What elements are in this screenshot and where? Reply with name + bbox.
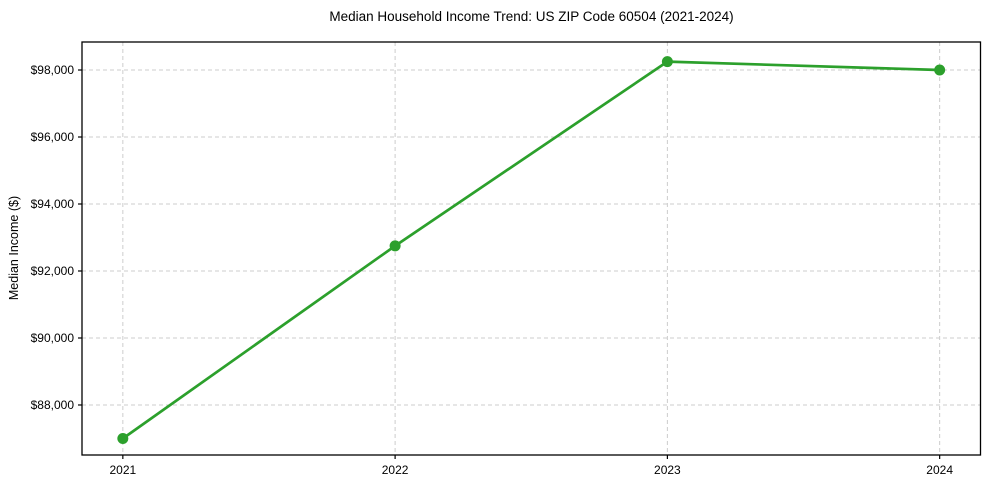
- data-point: [117, 432, 129, 444]
- plot-area-border: [81, 41, 982, 456]
- x-tick-label: 2022: [382, 463, 409, 477]
- data-point: [389, 240, 401, 252]
- trend-line: [121, 60, 942, 440]
- y-tick-label: $98,000: [31, 63, 75, 77]
- y-tick-label: $94,000: [31, 197, 75, 211]
- chart-title: Median Household Income Trend: US ZIP Co…: [329, 9, 734, 24]
- x-tick-label: 2021: [109, 463, 136, 477]
- y-tick-label: $92,000: [31, 264, 75, 278]
- x-tick-label: 2023: [654, 463, 681, 477]
- data-point: [934, 64, 946, 76]
- y-tick-label: $90,000: [31, 331, 75, 345]
- x-tick-label: 2024: [926, 463, 953, 477]
- y-axis-label: Median Income ($): [7, 195, 21, 301]
- data-point: [661, 56, 673, 68]
- y-tick-label: $88,000: [31, 398, 75, 412]
- y-tick-label: $96,000: [31, 130, 75, 144]
